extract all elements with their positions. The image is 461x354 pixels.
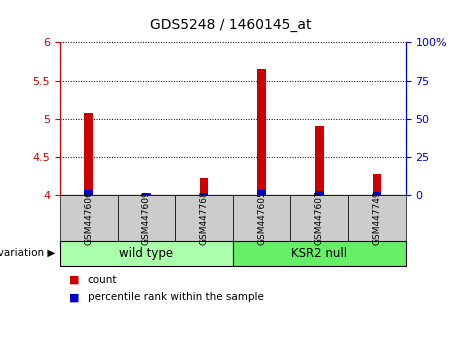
Text: GSM447607: GSM447607 <box>315 190 324 245</box>
Bar <box>142 194 151 195</box>
Bar <box>200 178 208 195</box>
Text: wild type: wild type <box>119 247 173 259</box>
Bar <box>142 193 151 195</box>
Text: count: count <box>88 275 117 285</box>
Bar <box>372 174 381 195</box>
Bar <box>315 190 324 195</box>
Text: GSM447749: GSM447749 <box>372 190 381 245</box>
Bar <box>372 192 381 195</box>
Text: GSM447768: GSM447768 <box>200 190 208 245</box>
Text: GSM447609: GSM447609 <box>142 190 151 245</box>
Text: percentile rank within the sample: percentile rank within the sample <box>88 292 264 302</box>
Bar <box>257 190 266 195</box>
Text: ■: ■ <box>69 275 80 285</box>
Text: KSR2 null: KSR2 null <box>291 247 347 259</box>
Text: GSM447605: GSM447605 <box>257 190 266 245</box>
Bar <box>257 69 266 195</box>
Text: genotype/variation ▶: genotype/variation ▶ <box>0 248 55 258</box>
Bar <box>84 113 93 195</box>
Text: ■: ■ <box>69 292 80 302</box>
Bar <box>200 193 208 195</box>
Bar <box>84 190 93 195</box>
Text: GDS5248 / 1460145_at: GDS5248 / 1460145_at <box>150 18 311 32</box>
Text: GSM447606: GSM447606 <box>84 190 93 245</box>
Bar <box>315 126 324 195</box>
